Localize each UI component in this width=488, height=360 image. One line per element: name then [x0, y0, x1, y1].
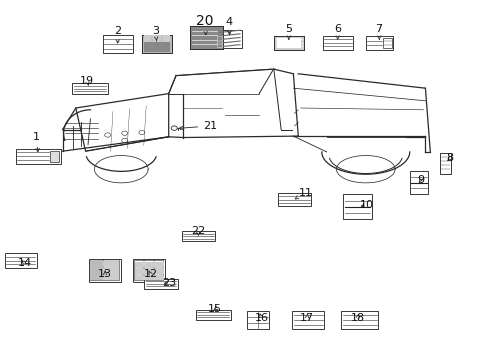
- Text: 17: 17: [300, 312, 313, 323]
- Text: 10: 10: [359, 200, 373, 210]
- Bar: [143, 36, 170, 42]
- Bar: [365, 36, 392, 50]
- Text: 8: 8: [446, 153, 452, 163]
- Bar: [145, 268, 154, 274]
- Bar: [89, 259, 121, 282]
- Bar: [292, 311, 324, 329]
- Bar: [154, 275, 163, 280]
- Bar: [143, 41, 170, 52]
- Bar: [246, 311, 269, 329]
- Bar: [382, 38, 391, 48]
- Bar: [195, 310, 230, 320]
- Bar: [439, 153, 450, 174]
- Bar: [170, 125, 181, 132]
- Bar: [50, 151, 59, 162]
- Bar: [142, 35, 172, 53]
- Text: 18: 18: [350, 312, 364, 323]
- Bar: [341, 311, 377, 329]
- Bar: [322, 36, 352, 50]
- Text: 19: 19: [80, 76, 94, 86]
- Text: 15: 15: [208, 304, 222, 314]
- Bar: [154, 262, 163, 267]
- Text: 13: 13: [98, 269, 112, 279]
- Bar: [274, 36, 303, 50]
- Text: 3: 3: [152, 26, 159, 41]
- Bar: [102, 35, 133, 53]
- Text: 4: 4: [225, 17, 232, 35]
- Bar: [72, 83, 107, 94]
- Text: 2: 2: [114, 26, 121, 43]
- Bar: [142, 35, 172, 53]
- Bar: [154, 268, 163, 274]
- Bar: [134, 268, 143, 274]
- Text: 16: 16: [254, 312, 268, 323]
- Text: 7: 7: [375, 24, 382, 40]
- Bar: [104, 267, 119, 273]
- Bar: [144, 279, 177, 289]
- Bar: [133, 259, 164, 282]
- Text: 23: 23: [162, 278, 175, 288]
- Bar: [90, 260, 119, 280]
- Bar: [134, 260, 163, 280]
- Text: 14: 14: [18, 258, 31, 268]
- Bar: [189, 26, 223, 49]
- Text: 9: 9: [416, 175, 423, 185]
- Text: 21: 21: [179, 121, 217, 131]
- Text: 20: 20: [195, 14, 213, 35]
- Bar: [145, 262, 154, 267]
- Bar: [134, 262, 143, 267]
- Text: 22: 22: [190, 226, 205, 236]
- Bar: [16, 149, 61, 164]
- Bar: [274, 36, 303, 50]
- Text: 12: 12: [143, 269, 157, 279]
- Bar: [182, 231, 215, 241]
- Text: 6: 6: [333, 24, 340, 40]
- Bar: [145, 275, 154, 280]
- Bar: [409, 171, 427, 194]
- Bar: [90, 260, 103, 280]
- Bar: [277, 38, 300, 48]
- Bar: [343, 194, 371, 219]
- Bar: [217, 30, 242, 48]
- Bar: [104, 260, 119, 266]
- Bar: [5, 253, 37, 268]
- Text: 5: 5: [285, 24, 291, 40]
- Text: 11: 11: [295, 188, 312, 199]
- Bar: [277, 193, 310, 206]
- Text: 1: 1: [33, 132, 40, 152]
- Bar: [134, 275, 143, 280]
- Bar: [104, 274, 119, 280]
- Bar: [217, 36, 222, 47]
- Bar: [189, 26, 223, 49]
